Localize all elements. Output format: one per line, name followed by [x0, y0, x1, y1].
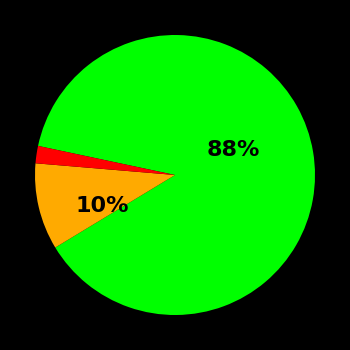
Wedge shape: [35, 163, 175, 247]
Text: 88%: 88%: [207, 140, 260, 160]
Text: 10%: 10%: [76, 196, 129, 216]
Wedge shape: [38, 35, 315, 315]
Wedge shape: [35, 146, 175, 175]
